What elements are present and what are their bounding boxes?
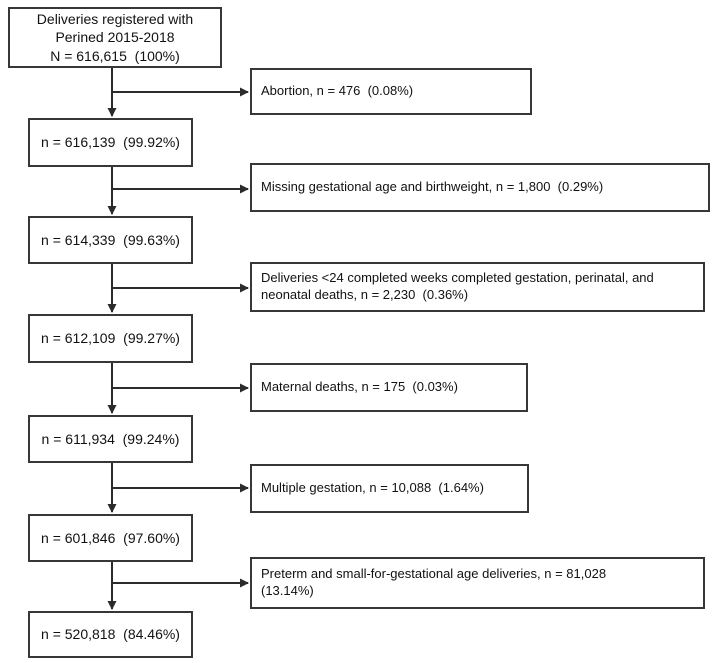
box-final-cohort: n = 520,818 (84.46%): [28, 611, 193, 658]
box-total-deliveries-label: Deliveries registered with Perined 2015-…: [36, 11, 194, 64]
box-exclusion-under24-weeks-label: Deliveries <24 completed weeks completed…: [261, 270, 654, 302]
box-exclusion-maternal-deaths: Maternal deaths, n = 175 (0.03%): [250, 363, 528, 412]
box-exclusion-maternal-deaths-label: Maternal deaths, n = 175 (0.03%): [261, 379, 458, 395]
box-after-maternal-deaths: n = 611,934 (99.24%): [28, 415, 193, 463]
box-exclusion-preterm-sga: Preterm and small-for-gestational age de…: [250, 557, 705, 609]
box-after-multiple-gestation: n = 601,846 (97.60%): [28, 514, 193, 562]
box-exclusion-multiple-gestation-label: Multiple gestation, n = 10,088 (1.64%): [261, 480, 484, 496]
box-after-abortion: n = 616,139 (99.92%): [28, 118, 193, 167]
box-after-under24-weeks: n = 612,109 (99.27%): [28, 314, 193, 363]
box-exclusion-under24-weeks: Deliveries <24 completed weeks completed…: [250, 262, 705, 312]
box-final-cohort-label: n = 520,818 (84.46%): [41, 626, 180, 643]
box-after-abortion-label: n = 616,139 (99.92%): [41, 134, 180, 151]
box-after-maternal-deaths-label: n = 611,934 (99.24%): [41, 430, 180, 447]
box-after-missing-data-label: n = 614,339 (99.63%): [41, 231, 180, 248]
box-exclusion-missing-data: Missing gestational age and birthweight,…: [250, 163, 710, 212]
box-after-multiple-gestation-label: n = 601,846 (97.60%): [41, 529, 180, 546]
box-exclusion-preterm-sga-label: Preterm and small-for-gestational age de…: [261, 566, 607, 598]
box-exclusion-missing-data-label: Missing gestational age and birthweight,…: [261, 179, 604, 195]
box-exclusion-multiple-gestation: Multiple gestation, n = 10,088 (1.64%): [250, 464, 529, 513]
box-total-deliveries: Deliveries registered with Perined 2015-…: [8, 7, 222, 68]
box-after-under24-weeks-label: n = 612,109 (99.27%): [41, 330, 180, 347]
box-exclusion-abortion: Abortion, n = 476 (0.08%): [250, 68, 532, 115]
box-after-missing-data: n = 614,339 (99.63%): [28, 216, 193, 264]
box-exclusion-abortion-label: Abortion, n = 476 (0.08%): [261, 83, 414, 99]
